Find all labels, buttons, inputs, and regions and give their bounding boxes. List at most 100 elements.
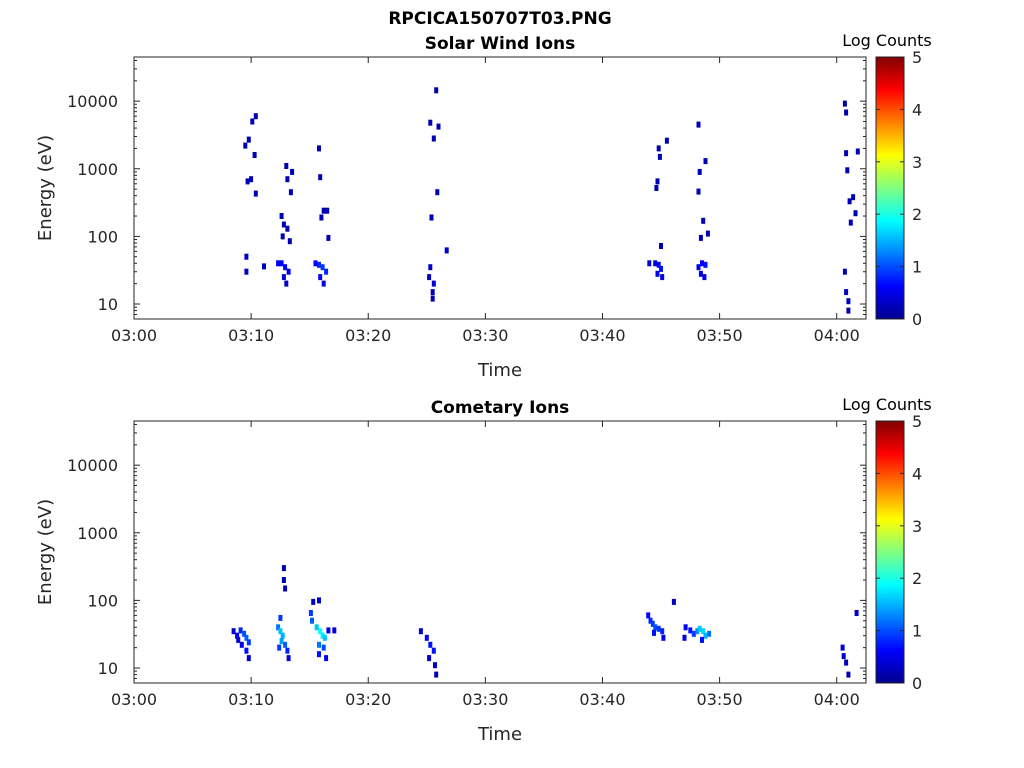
panel-title: Solar Wind Ions [425, 34, 576, 54]
heatmap-cell [288, 189, 293, 196]
heatmap-cell [284, 163, 289, 169]
heatmap-cell [846, 671, 851, 678]
heatmap-cell [657, 153, 662, 160]
heatmap-cell [844, 289, 849, 296]
heatmap-cell [324, 655, 329, 662]
heatmap-cell [242, 630, 247, 637]
heatmap-cell [281, 577, 286, 583]
heatmap-cell [655, 178, 660, 185]
heatmap-cell [847, 198, 852, 205]
heatmap-cell [285, 647, 290, 654]
heatmap-cell [845, 167, 850, 174]
heatmap-cell [278, 628, 283, 635]
heatmap-cell [243, 142, 248, 149]
heatmap-cell [317, 597, 321, 604]
heatmap-cell [702, 274, 707, 281]
heatmap-cell [244, 253, 249, 260]
heatmap-cell [656, 261, 661, 268]
y-tick-label: 10000 [67, 92, 118, 111]
x-tick-label: 03:50 [697, 690, 743, 709]
plot-frame [133, 56, 867, 320]
panel-solar-wind-ions: Solar Wind Ions 03:00 03:10 03:20 03:30 03:40… [35, 31, 932, 381]
heatmap-cell [283, 641, 288, 648]
y-tick-label: 1000 [77, 524, 118, 543]
heatmap-cell [318, 174, 323, 181]
heatmap-cell [320, 632, 325, 639]
heatmap-cell [701, 217, 706, 224]
heatmap-cell [244, 268, 249, 275]
heatmap-cell [648, 617, 653, 624]
x-tick-label: 03:20 [345, 690, 391, 709]
colorbar-tick-label: 5 [912, 412, 922, 431]
heatmap-cell [660, 628, 665, 635]
heatmap-cell [246, 136, 251, 143]
heatmap-cell [434, 87, 439, 94]
heatmap-cell [424, 634, 429, 641]
heatmap-cell [682, 634, 687, 641]
heatmap-cell [321, 280, 326, 287]
heatmap-cell [700, 636, 704, 643]
y-axis-label: Energy (eV) [35, 135, 56, 241]
heatmap-cell [319, 214, 324, 221]
heatmap-cell [320, 264, 325, 271]
x-tick-label: 03:40 [579, 690, 625, 709]
heatmap-cell [656, 625, 661, 632]
heatmap-cell [308, 610, 313, 616]
heatmap-cell [428, 264, 433, 271]
heatmap-cell [239, 641, 244, 648]
heatmap-cell [427, 655, 432, 662]
heatmap-cell [246, 639, 251, 646]
heatmap-cell [661, 634, 666, 641]
heatmap-cell [853, 210, 858, 217]
y-tick-label: 10 [98, 659, 118, 678]
heatmap-cell [281, 221, 286, 228]
heatmap-cell [698, 270, 703, 277]
heatmap-cell [842, 268, 847, 275]
heatmap-cell [313, 260, 318, 267]
heatmap-cell [427, 274, 432, 281]
heatmap-cell [703, 632, 708, 639]
heatmap-cell [286, 655, 291, 662]
heatmap-cell [287, 238, 292, 245]
heatmap-cell [290, 168, 295, 175]
heatmap-cell [246, 655, 251, 662]
heatmap-cells [231, 565, 859, 678]
heatmap-cell [285, 225, 290, 232]
heatmap-cell [238, 627, 243, 634]
heatmap-cell [235, 632, 240, 639]
heatmap-cell [332, 627, 337, 634]
heatmap-cell [314, 624, 319, 631]
x-axis-label: Time [477, 360, 522, 381]
heatmap-cell [842, 100, 847, 107]
heatmap-cell [696, 121, 701, 128]
heatmap-cell [840, 644, 845, 651]
heatmap-cell [703, 261, 708, 268]
heatmap-cell [664, 137, 669, 144]
heatmap-cell [701, 628, 706, 635]
heatmap-cell [691, 630, 696, 637]
x-tick-label: 03:10 [228, 690, 274, 709]
y-tick-label: 10 [98, 295, 118, 314]
heatmap-cell [435, 189, 440, 196]
heatmap-cell [652, 629, 656, 636]
heatmap-cell [431, 135, 436, 142]
heatmap-cell [279, 213, 284, 219]
colorbar-tick-label: 2 [912, 205, 922, 224]
colorbar-tick-label: 5 [912, 48, 922, 67]
colorbar-tick-label: 3 [912, 153, 922, 172]
x-tick-label: 03:40 [579, 326, 625, 345]
heatmap-cell [696, 264, 701, 271]
heatmap-cell [280, 233, 285, 240]
heatmap-cell [646, 612, 651, 619]
heatmap-cells [243, 87, 860, 314]
heatmap-cell [249, 176, 254, 183]
heatmap-cell [855, 148, 860, 155]
x-tick-label: 04:00 [814, 690, 860, 709]
heatmap-cell [707, 630, 712, 637]
heatmap-cell [276, 624, 281, 631]
heatmap-cell [436, 123, 441, 130]
heatmap-cell [279, 260, 284, 267]
heatmap-cell [326, 234, 331, 241]
heatmap-cell [280, 632, 285, 639]
x-tick-label: 03:50 [697, 326, 743, 345]
